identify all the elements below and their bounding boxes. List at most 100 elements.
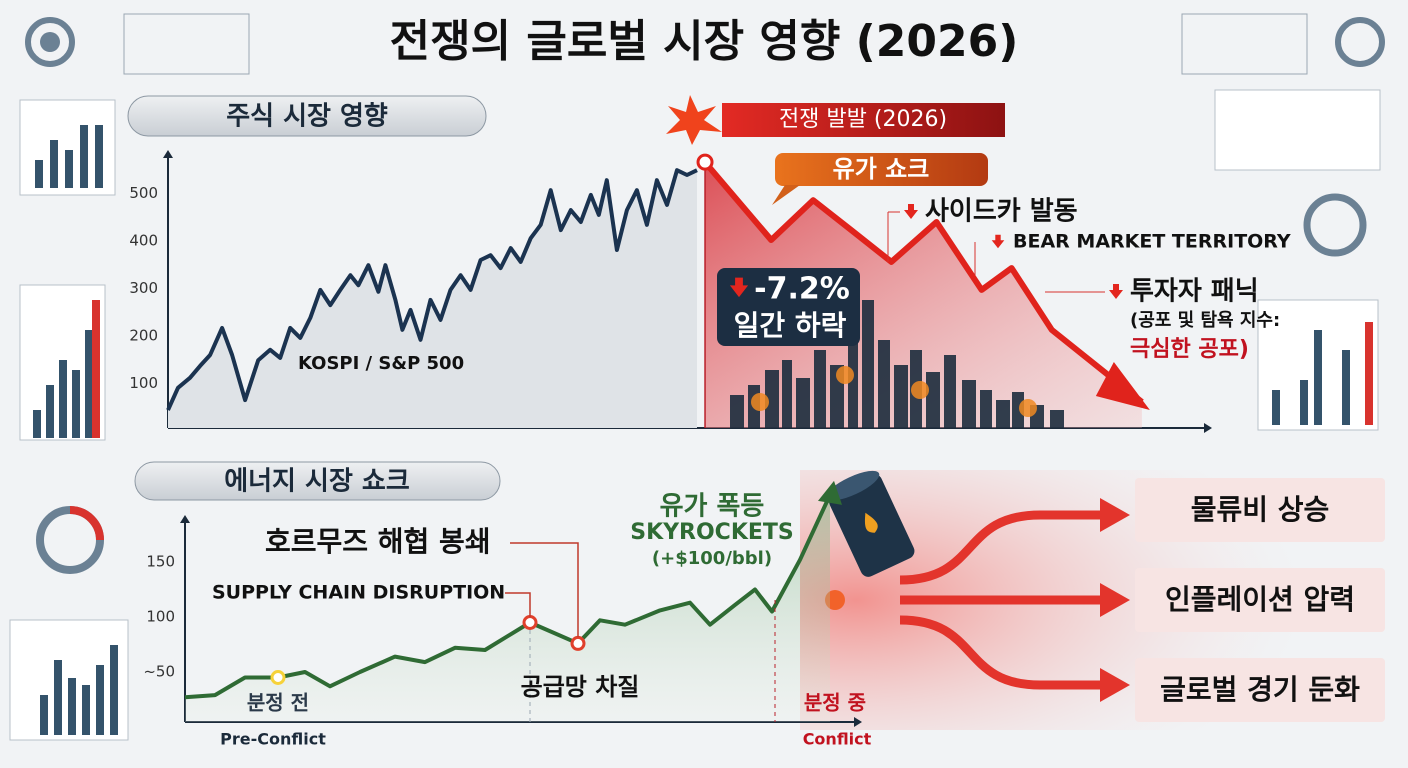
arrow-head [1100, 668, 1130, 702]
skyline [962, 380, 976, 428]
annotation: 극심한 공포) [1130, 337, 1249, 362]
impact-box [1135, 568, 1385, 632]
area [185, 494, 830, 722]
annotation: -7.2% [754, 272, 850, 307]
line [166, 168, 698, 411]
decor [9, 13, 1385, 741]
y-tick-label: 400 [129, 232, 158, 250]
burst [666, 95, 722, 145]
arrow-heads [1100, 498, 1130, 702]
widget [1181, 13, 1308, 75]
section-title: 주식 시장 영향 [226, 102, 388, 132]
callout [775, 153, 988, 186]
decor-bar [1272, 390, 1280, 425]
annotation: 사이드카 발동 [925, 197, 1078, 227]
skyline [980, 390, 992, 428]
explosion [911, 381, 929, 399]
arrow [899, 615, 1105, 690]
decor-bar [1365, 322, 1373, 425]
down-arrow [1109, 284, 1123, 299]
impact-arrows [899, 510, 1105, 690]
dial [1303, 193, 1367, 257]
decor-bar [95, 125, 103, 188]
decor-bar [1314, 330, 1322, 425]
explosion [1019, 399, 1037, 417]
dial [40, 32, 60, 52]
decor-bar [82, 685, 90, 735]
explosion [751, 393, 769, 411]
highlight-point [522, 615, 538, 630]
annotation: 유가 쇼크 [833, 155, 930, 183]
decor-bar [72, 370, 80, 438]
skyline [782, 360, 792, 428]
section-pill [127, 95, 487, 137]
annotation: 분정 중 [804, 691, 866, 715]
down-arrow [991, 234, 1005, 249]
y-tick-label: ~50 [143, 663, 175, 681]
pointer [510, 542, 579, 637]
section-title: 에너지 시장 쇼크 [224, 467, 410, 497]
trend-arrow [1095, 362, 1150, 411]
decor-bar [1300, 380, 1308, 425]
skyline [814, 350, 826, 428]
skyline [1012, 392, 1024, 428]
skyline [944, 355, 956, 428]
decor-bar [96, 665, 104, 735]
impact-label: 인플레이션 압력 [1165, 583, 1355, 616]
annotation: 일간 하락 [734, 309, 847, 342]
section-pill [134, 461, 501, 501]
skyline [926, 372, 940, 428]
dial [69, 506, 104, 541]
arrow-head [1100, 583, 1130, 617]
decor-bar [35, 160, 43, 188]
impact-label: 글로벌 경기 둔화 [1160, 673, 1360, 706]
drop-box [717, 268, 860, 346]
impact-label: 물류비 상승 [1191, 493, 1330, 526]
skyline [730, 395, 744, 428]
explosion [836, 366, 854, 384]
decor-bar [46, 385, 54, 438]
highlight-point [570, 635, 586, 651]
y-tick-label: 150 [146, 553, 175, 571]
annotation: SKYROCKETS [630, 520, 794, 545]
annotation: (공포 및 탐욕 지수: [1130, 310, 1280, 331]
skyline [996, 400, 1010, 428]
decor-bar [68, 678, 76, 735]
oil-drop [864, 512, 878, 533]
oil-barrel [826, 470, 915, 577]
down-arrow [904, 204, 918, 219]
annotation: 유가 폭등 [660, 492, 765, 522]
skyline [862, 300, 874, 428]
annotation: 전쟁 발발 (2026) [779, 107, 947, 132]
y-tick-label: 500 [129, 184, 158, 202]
decor-bar [59, 360, 67, 438]
decor-bar [110, 645, 118, 735]
decor-bar [54, 660, 62, 735]
annotation: SUPPLY CHAIN DISRUPTION [212, 582, 505, 604]
decor-bar [33, 410, 41, 438]
decor-bar [85, 330, 93, 438]
y-tick-label: 100 [146, 608, 175, 626]
annotation: (+$100/bbl) [652, 548, 772, 569]
down-arrow [729, 277, 749, 298]
skyline [878, 340, 890, 428]
area [168, 170, 697, 428]
annotation: 공급망 차질 [521, 673, 640, 701]
decor-bar [92, 300, 100, 438]
highlight-point [270, 670, 286, 685]
annotation: Pre-Conflict [220, 730, 326, 749]
pointer [505, 592, 531, 617]
arrow [899, 510, 1105, 585]
dial [25, 17, 75, 67]
y-tick-label: 300 [129, 279, 158, 297]
impact-box [1135, 478, 1385, 542]
arrow-head [1100, 498, 1130, 532]
widget [1214, 89, 1381, 171]
series-label: KOSPI / S&P 500 [298, 353, 464, 374]
decor-bar [1342, 350, 1350, 425]
decor-bar [40, 695, 48, 735]
highlight-point [696, 153, 714, 171]
page-title: 전쟁의 글로벌 시장 영향 (2026) [390, 16, 1019, 67]
